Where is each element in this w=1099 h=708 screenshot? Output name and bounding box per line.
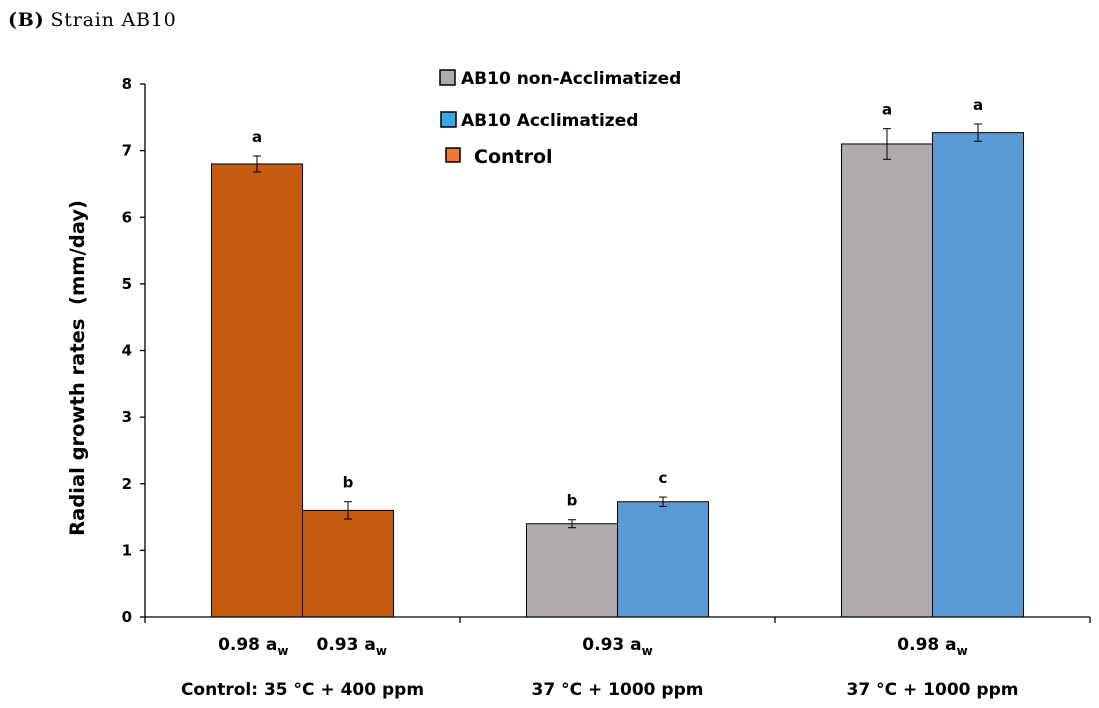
legend: AB10 non-Acclimatized AB10 Acclimatized … — [439, 69, 681, 168]
y-tick-label-5: 5 — [122, 275, 132, 293]
category-label-subscript: w — [277, 644, 288, 658]
legend-item-control: Control — [445, 146, 553, 168]
error-bar-group2-ab10-non-acclimatized — [568, 519, 576, 529]
group-label-3: 37 °C + 1000 ppm — [847, 680, 1019, 700]
x-category-label-group-2: 0.93 aw — [582, 635, 652, 658]
category-label-subscript: w — [642, 644, 653, 658]
legend-label-non-acclimatized: AB10 non-Acclimatized — [461, 69, 681, 89]
y-tick-label-0: 0 — [122, 608, 132, 626]
legend-item-non-acclimatized: AB10 non-Acclimatized — [439, 69, 681, 89]
legend-item-acclimatized: AB10 Acclimatized — [440, 111, 638, 131]
category-label-text: 0.98 a — [218, 635, 277, 655]
significance-letter-group1-control: a — [252, 128, 262, 146]
category-label-text: 0.93 a — [582, 635, 641, 655]
significance-letter-group1-control: b — [343, 474, 354, 492]
category-label-subscript: w — [376, 644, 387, 658]
x-category-label-group-1: 0.98 aw 0.93 aw — [218, 635, 387, 658]
error-bar-group1-control — [253, 155, 261, 173]
bar-group1-control — [302, 509, 394, 618]
legend-swatch-control — [445, 147, 461, 163]
panel-title: (B) Strain AB10 — [8, 9, 177, 31]
legend-label-control: Control — [474, 146, 553, 168]
chart-title: Strain AB10 — [50, 9, 176, 31]
y-tick-label-3: 3 — [122, 408, 132, 426]
significance-letter-group2-ab10-acclimatized: c — [659, 469, 668, 487]
legend-swatch-non-acclimatized — [439, 69, 456, 86]
x-category-label-group-3: 0.98 aw — [897, 635, 967, 658]
y-tick-label-4: 4 — [122, 342, 132, 360]
y-tick-label-8: 8 — [122, 75, 132, 93]
category-label-text: 0.93 a — [317, 635, 376, 655]
bar-group2-ab10-non-acclimatized — [526, 523, 618, 618]
y-axis-label: Radial growth rates (mm/day) — [66, 200, 89, 536]
group-label-1: Control: 35 °C + 400 ppm — [181, 680, 424, 700]
legend-swatch-acclimatized — [440, 111, 457, 128]
significance-letter-group2-ab10-non-acclimatized: b — [567, 492, 578, 510]
category-label-subscript: w — [957, 644, 968, 658]
significance-letter-group3-ab10-non-acclimatized: a — [882, 101, 892, 119]
panel-label: (B) — [8, 9, 44, 31]
y-tick-label-2: 2 — [122, 475, 132, 493]
legend-label-acclimatized: AB10 Acclimatized — [461, 111, 638, 131]
error-bar-group3-ab10-non-acclimatized — [883, 128, 891, 160]
significance-letter-group3-ab10-acclimatized: a — [973, 96, 983, 114]
bar-group2-ab10-acclimatized — [617, 501, 709, 618]
bar-group1-control — [211, 163, 303, 618]
error-bar-group2-ab10-acclimatized — [659, 496, 667, 507]
error-bar-group1-control — [344, 501, 352, 520]
category-label-text: 0.98 a — [897, 635, 956, 655]
y-tick-label-7: 7 — [122, 142, 132, 160]
error-bar-group3-ab10-acclimatized — [974, 123, 982, 142]
group-label-2: 37 °C + 1000 ppm — [532, 680, 704, 700]
y-tick-label-1: 1 — [122, 541, 132, 559]
y-tick-label-6: 6 — [122, 208, 132, 226]
bar-group3-ab10-acclimatized — [932, 132, 1024, 618]
bar-group3-ab10-non-acclimatized — [841, 143, 933, 618]
